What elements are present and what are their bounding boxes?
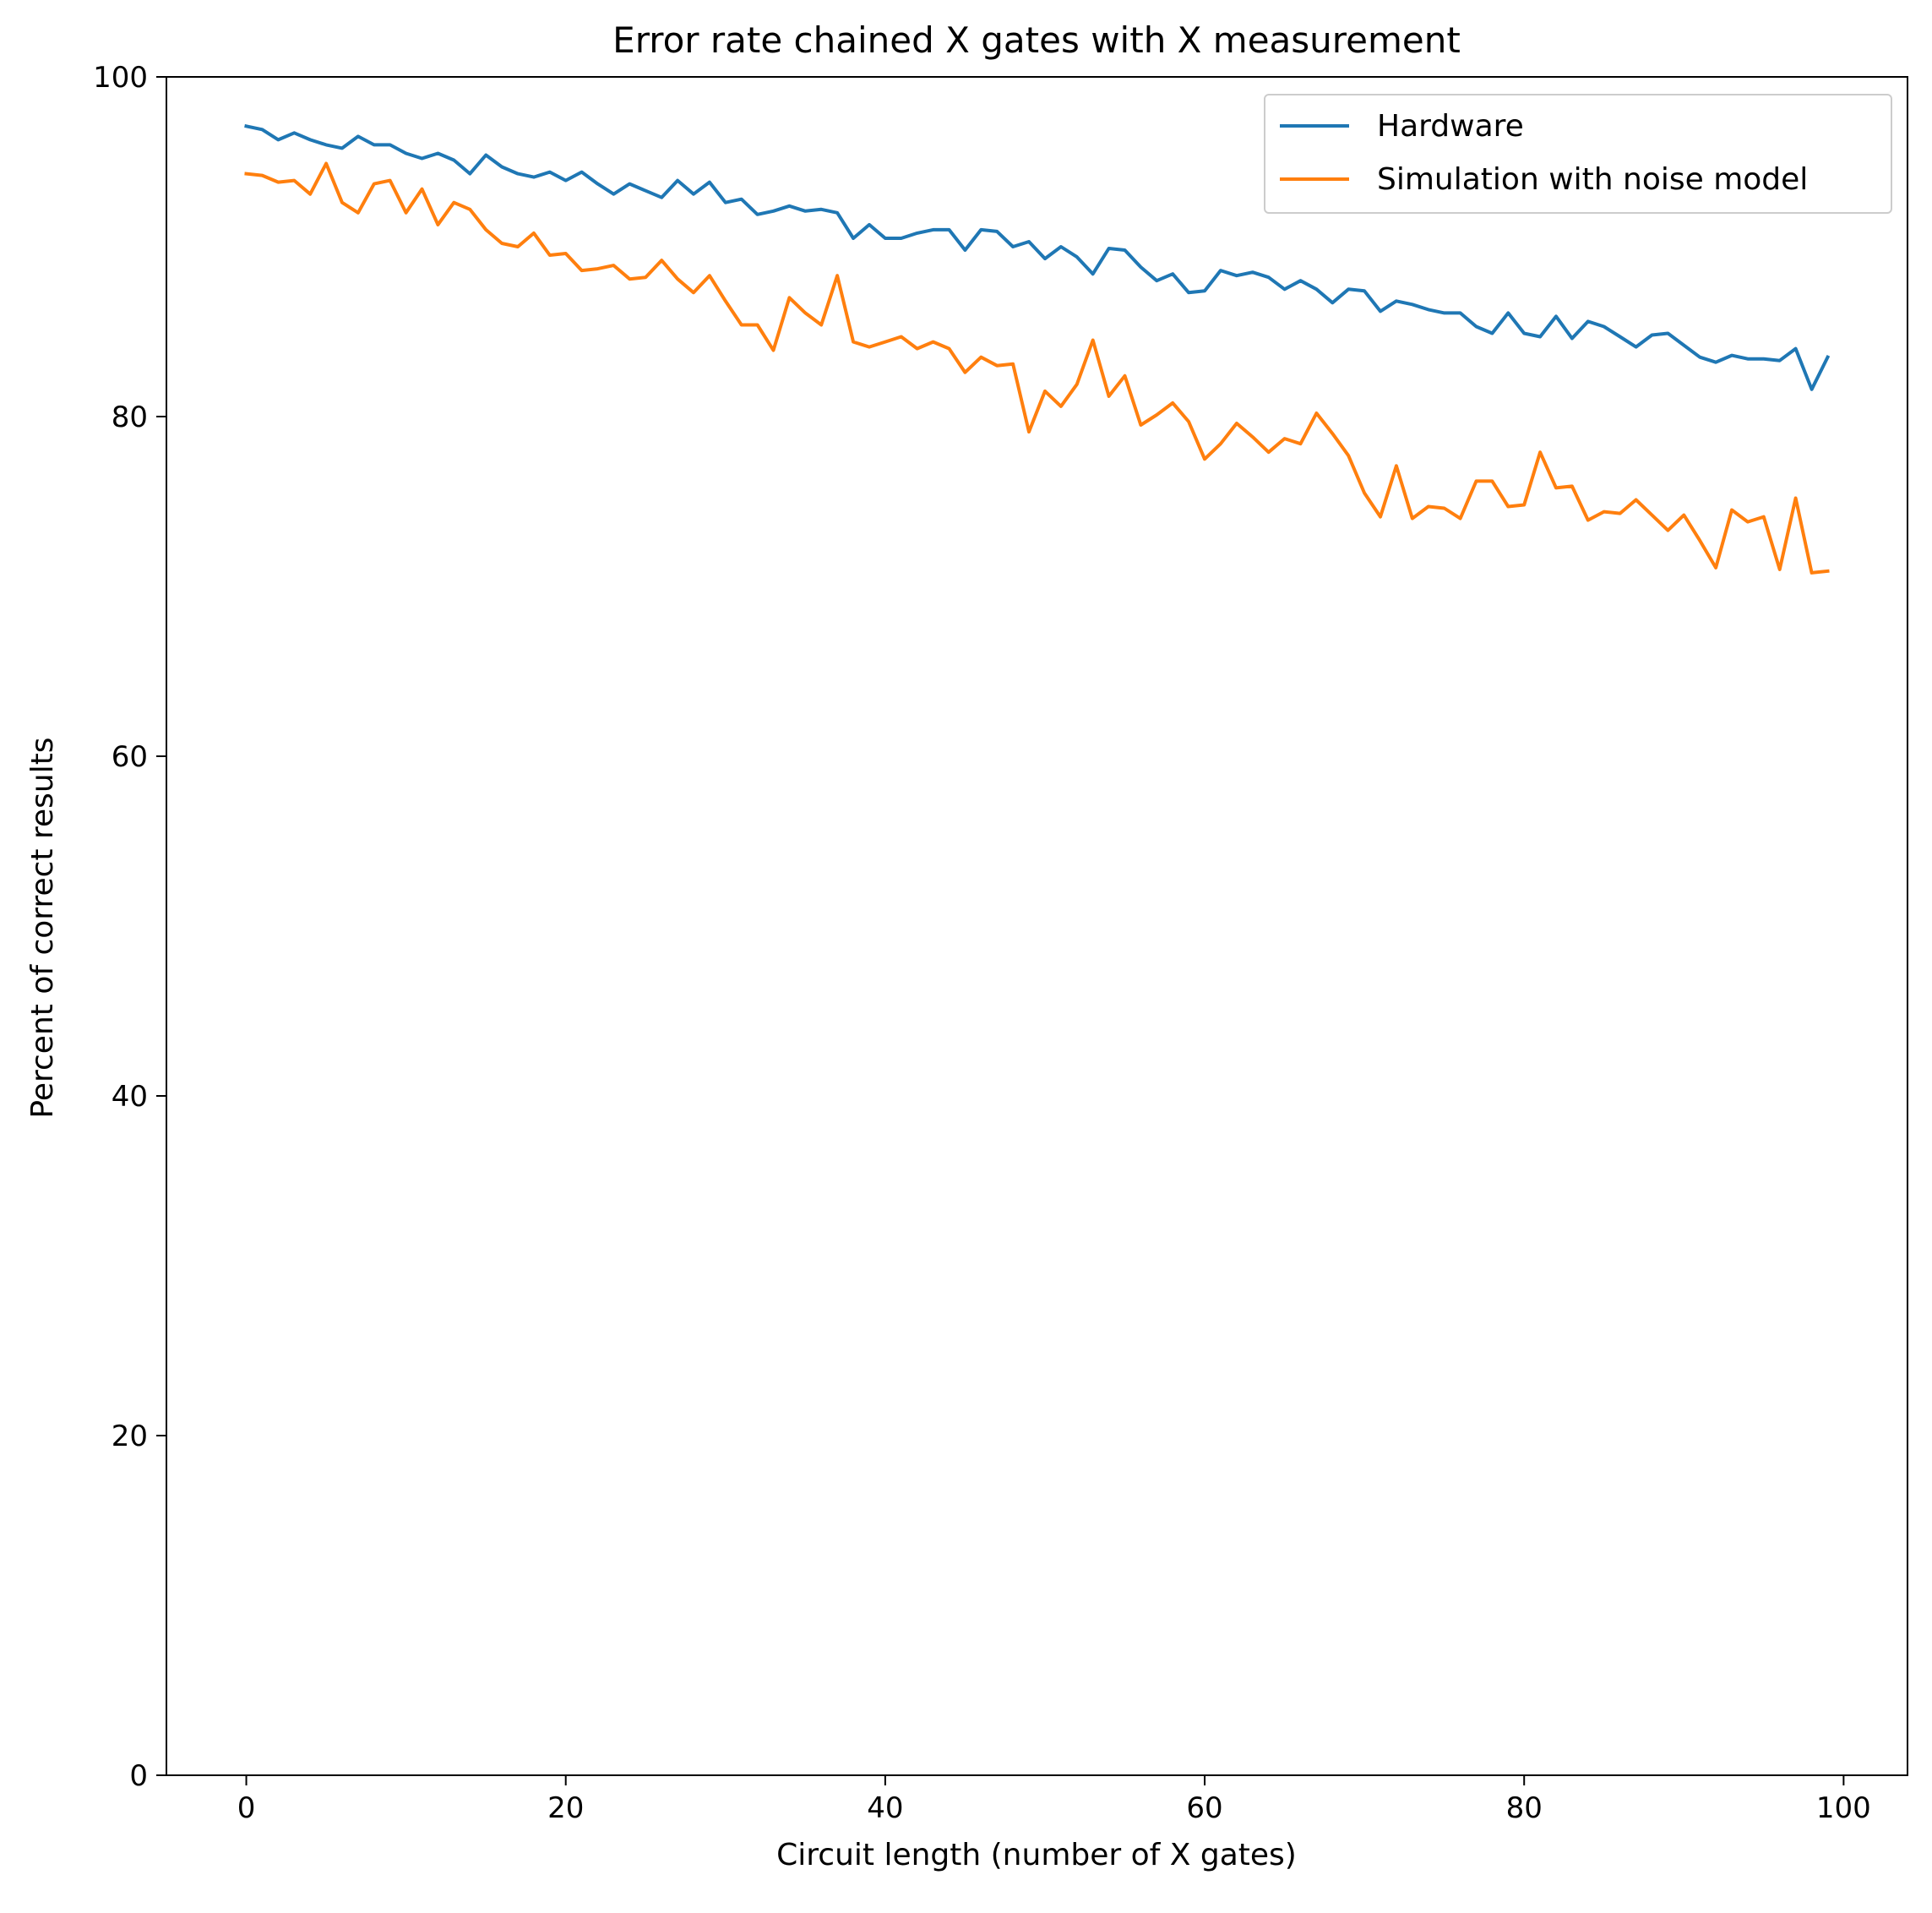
legend-box (1264, 94, 1892, 214)
x-tick-label: 0 (237, 1791, 256, 1825)
y-axis-label: Percent of correct results (25, 737, 60, 1118)
chart-title: Error rate chained X gates with X measur… (612, 19, 1461, 61)
y-tick-label: 60 (112, 740, 148, 774)
x-tick-label: 60 (1186, 1791, 1222, 1825)
x-tick-label: 40 (867, 1791, 903, 1825)
y-tick-label: 100 (93, 61, 148, 95)
plot-area (244, 123, 1831, 575)
series-line-simulation (244, 161, 1830, 575)
axes-frame (166, 76, 1908, 1776)
legend-label-hardware: Hardware (1377, 109, 1524, 144)
x-tick-label: 80 (1506, 1791, 1543, 1825)
y-tick-label: 40 (112, 1080, 148, 1114)
x-axis-label: Circuit length (number of X gates) (776, 1838, 1297, 1872)
y-tick-label: 0 (129, 1759, 148, 1793)
x-tick-label: 100 (1816, 1791, 1871, 1825)
legend: Hardware Simulation with noise model (1264, 94, 1892, 214)
y-tick-label: 80 (112, 401, 148, 434)
legend-label-simulation: Simulation with noise model (1377, 162, 1808, 197)
axis-ticks: 0 20 40 60 80 100 0 20 40 60 80 100 (93, 61, 1871, 1825)
y-tick-label: 20 (112, 1420, 148, 1453)
series-line-hardware (244, 123, 1831, 391)
x-tick-label: 20 (547, 1791, 584, 1825)
